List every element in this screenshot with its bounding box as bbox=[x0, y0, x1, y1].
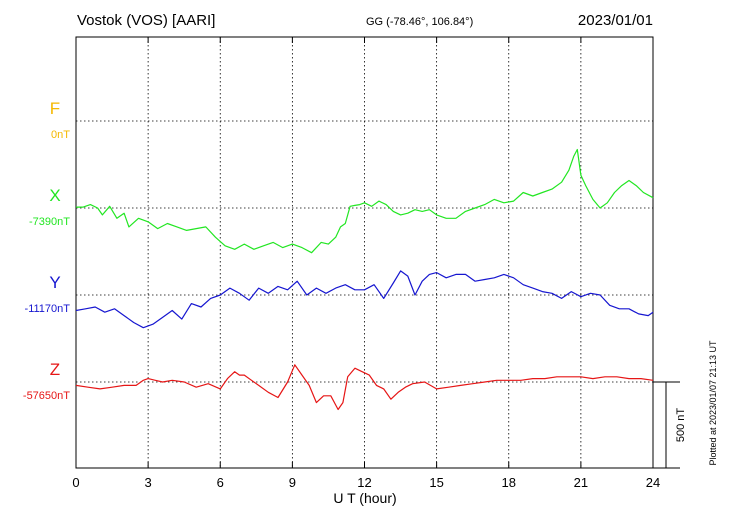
x-tick-label: 18 bbox=[502, 475, 516, 490]
scale-bar-label: 500 nT bbox=[675, 408, 687, 443]
x-tick-label: 12 bbox=[357, 475, 371, 490]
x-tick-label: 15 bbox=[429, 475, 443, 490]
series-line-y bbox=[75, 270, 654, 329]
grid-lines bbox=[76, 37, 653, 468]
x-tick-label: 6 bbox=[217, 475, 224, 490]
series-baseline-z: -57650nT bbox=[23, 390, 70, 402]
x-tick-label: 3 bbox=[145, 475, 152, 490]
series-name-x: X bbox=[49, 186, 60, 205]
series-line-x bbox=[76, 148, 654, 254]
series-labels: F 0nT X -7390nT Y -11170nT Z -57650nT bbox=[23, 99, 70, 402]
series-baseline-f: 0nT bbox=[51, 129, 70, 141]
x-axis-label: U T (hour) bbox=[333, 490, 396, 506]
geographic-coordinates: GG (-78.46°, 106.84°) bbox=[366, 16, 473, 28]
series-name-f: F bbox=[50, 99, 60, 118]
series-line-z bbox=[75, 364, 654, 411]
x-tick-label: 9 bbox=[289, 475, 296, 490]
x-tick-label: 21 bbox=[574, 475, 588, 490]
series-lines bbox=[75, 148, 654, 411]
series-name-y: Y bbox=[49, 273, 60, 292]
series-name-z: Z bbox=[50, 360, 60, 379]
x-tick-label: 0 bbox=[72, 475, 79, 490]
scale-bar: 500 nT bbox=[653, 381, 687, 469]
plotted-timestamp: Plotted at 2023/01/07 21:13 UT bbox=[708, 340, 718, 466]
station-title: Vostok (VOS) [AARI] bbox=[77, 12, 215, 29]
series-baseline-y: -11170nT bbox=[25, 303, 71, 315]
x-axis-ticks: 0 3 6 9 12 15 18 21 24 bbox=[72, 37, 660, 490]
series-baseline-x: -7390nT bbox=[29, 216, 70, 228]
x-tick-label: 24 bbox=[646, 475, 660, 490]
plot-date: 2023/01/01 bbox=[578, 12, 653, 29]
